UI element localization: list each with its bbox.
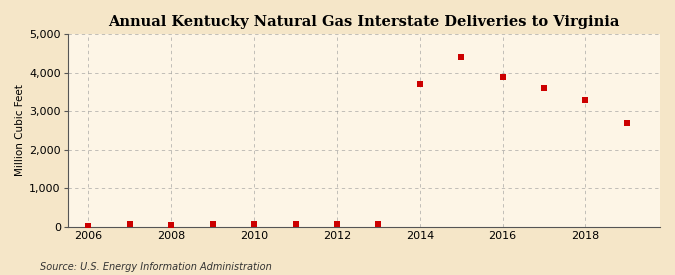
Text: Source: U.S. Energy Information Administration: Source: U.S. Energy Information Administ… xyxy=(40,262,272,272)
Point xyxy=(414,82,425,87)
Point xyxy=(373,221,384,226)
Point xyxy=(207,221,218,226)
Point xyxy=(497,75,508,79)
Point xyxy=(456,55,466,60)
Y-axis label: Million Cubic Feet: Million Cubic Feet xyxy=(15,84,25,176)
Point xyxy=(124,222,135,226)
Point xyxy=(580,98,591,102)
Point xyxy=(166,222,177,227)
Point xyxy=(248,221,259,226)
Title: Annual Kentucky Natural Gas Interstate Deliveries to Virginia: Annual Kentucky Natural Gas Interstate D… xyxy=(108,15,620,29)
Point xyxy=(622,120,632,125)
Point xyxy=(331,222,342,227)
Point xyxy=(539,86,549,90)
Point xyxy=(83,224,94,229)
Point xyxy=(290,221,301,226)
